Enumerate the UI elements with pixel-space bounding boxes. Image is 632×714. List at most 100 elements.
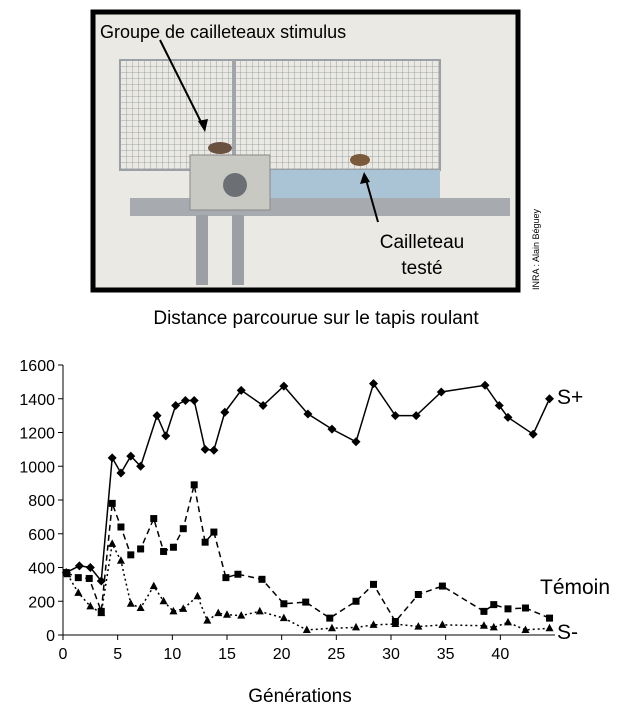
marker <box>234 570 242 578</box>
marker <box>327 424 337 434</box>
marker <box>390 411 400 421</box>
marker <box>521 604 529 612</box>
marker <box>302 625 311 633</box>
x-tick-label: 40 <box>491 646 509 663</box>
y-tick-label: 400 <box>28 561 55 578</box>
arrow <box>159 39 206 131</box>
y-tick-label: 1000 <box>19 459 55 476</box>
marker <box>351 437 361 447</box>
marker <box>169 606 178 615</box>
marker <box>179 604 188 612</box>
photo: Groupe de cailleteaux stimulus Cailletea… <box>90 9 541 293</box>
marker <box>85 563 95 572</box>
marker <box>127 551 135 559</box>
marker <box>503 412 513 422</box>
marker <box>107 453 117 463</box>
marker <box>97 608 106 617</box>
marker <box>116 556 125 564</box>
marker <box>303 409 313 419</box>
marker <box>369 620 378 628</box>
x-tick-label: 20 <box>273 646 291 663</box>
marker <box>152 411 162 421</box>
arrow <box>364 175 379 223</box>
marker <box>108 539 117 547</box>
x-tick-label: 25 <box>327 646 345 663</box>
marker <box>63 569 72 578</box>
marker <box>203 616 212 624</box>
marker <box>528 429 538 439</box>
marker <box>480 380 490 390</box>
x-tick-label: 10 <box>163 646 181 663</box>
marker <box>193 591 202 600</box>
marker <box>85 574 93 582</box>
marker <box>179 525 187 533</box>
marker <box>504 605 512 613</box>
marker <box>327 623 336 632</box>
marker <box>236 385 246 395</box>
quail <box>350 154 370 166</box>
cage-divider <box>232 60 236 170</box>
marker <box>279 381 289 391</box>
marker <box>222 574 230 582</box>
marker <box>489 622 498 631</box>
x-tick-label: 15 <box>218 646 236 663</box>
y-tick-label: 200 <box>28 594 55 611</box>
marker <box>149 581 158 590</box>
marker <box>490 601 498 609</box>
marker <box>503 617 512 626</box>
marker <box>200 444 210 454</box>
marker <box>116 468 126 478</box>
photo-credit: INRA : Alain Béguey <box>531 208 541 290</box>
marker <box>494 401 504 410</box>
marker <box>180 395 190 405</box>
marker <box>479 621 488 629</box>
marker <box>137 545 145 553</box>
x-tick-label: 0 <box>59 646 68 663</box>
x-tick-label: 5 <box>113 646 122 663</box>
leg <box>196 215 208 285</box>
label-tested: testé <box>401 258 442 279</box>
marker <box>521 625 530 633</box>
marker <box>237 611 246 619</box>
marker <box>189 395 199 405</box>
quail <box>208 142 232 154</box>
marker <box>302 598 310 606</box>
series-line <box>66 541 550 631</box>
marker <box>201 538 209 546</box>
series-label: Témoin <box>540 576 610 599</box>
marker <box>161 431 171 441</box>
chart: 0 200 400 600 800 1000 1200 1400 1600 0 5 10 15 20 25 3… <box>19 358 610 663</box>
marker <box>411 411 421 421</box>
marker <box>126 599 135 607</box>
marker <box>150 515 158 523</box>
marker <box>74 588 83 596</box>
marker <box>214 608 223 617</box>
marker <box>117 523 125 531</box>
marker <box>480 607 488 615</box>
marker <box>279 613 288 622</box>
y-tick-label: 600 <box>28 527 55 544</box>
marker <box>96 576 106 586</box>
marker <box>258 401 268 410</box>
y-tick-label: 1400 <box>19 392 55 409</box>
marker <box>74 561 84 571</box>
cage <box>119 59 441 171</box>
marker <box>370 580 378 588</box>
marker <box>369 379 379 389</box>
x-axis-title: Générations <box>248 686 352 707</box>
caption: Distance parcourue sur le tapis roulant <box>153 308 479 329</box>
marker <box>126 451 136 461</box>
y-tick-label: 0 <box>46 628 55 645</box>
label-stimulus: Groupe de cailleteaux stimulus <box>100 22 346 42</box>
marker <box>352 622 361 631</box>
marker <box>160 547 168 555</box>
marker <box>171 401 181 410</box>
y-tick-label: 800 <box>28 493 55 510</box>
marker <box>209 445 219 455</box>
marker <box>352 597 360 605</box>
y-tick-label: 1200 <box>19 426 55 443</box>
marker <box>220 407 230 417</box>
label-tested: Cailleteau <box>380 232 465 253</box>
marker <box>258 575 266 583</box>
